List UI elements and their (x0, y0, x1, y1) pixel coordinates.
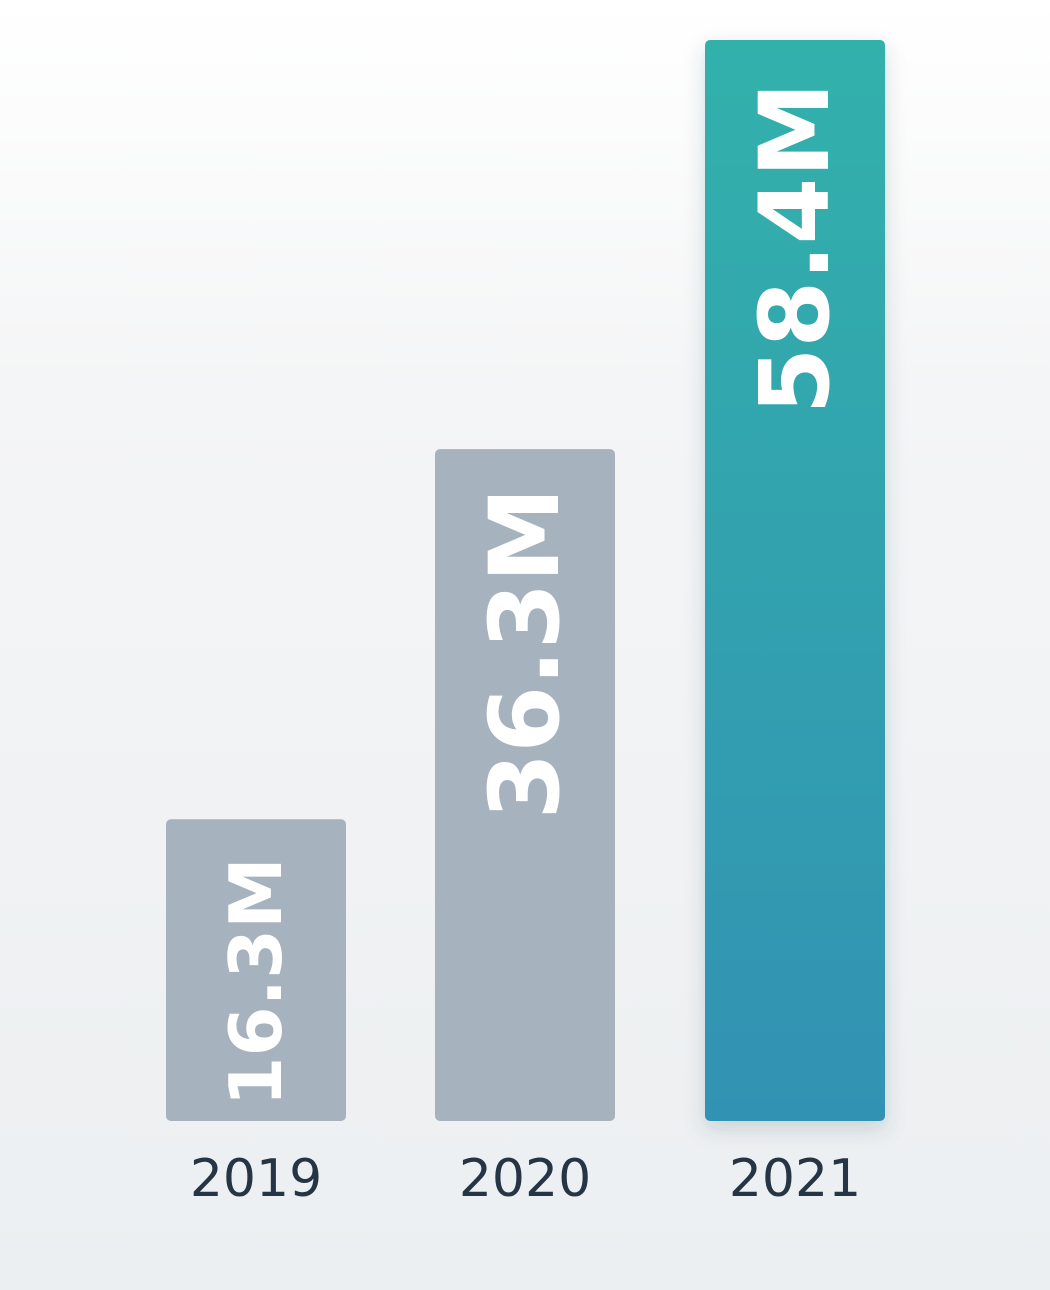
x-axis-ticks: 2019 2020 2021 (190, 1149, 861, 1209)
x-tick-label-2021: 2021 (729, 1149, 861, 1209)
bar-2020 (435, 449, 615, 1122)
bar-value-label-2021: 58.4M (739, 82, 851, 414)
bar-2019 (166, 819, 346, 1121)
bar-value-label-2020: 36.3M (469, 487, 581, 819)
bar-2021 (705, 40, 885, 1121)
x-tick-label-2019: 2019 (190, 1149, 322, 1209)
x-tick-label-2020: 2020 (459, 1149, 591, 1209)
value-labels-layer: 16.3M 36.3M 58.4M (214, 82, 851, 1107)
bar-value-label-2019: 16.3M (214, 857, 298, 1106)
bars-layer (166, 40, 885, 1122)
